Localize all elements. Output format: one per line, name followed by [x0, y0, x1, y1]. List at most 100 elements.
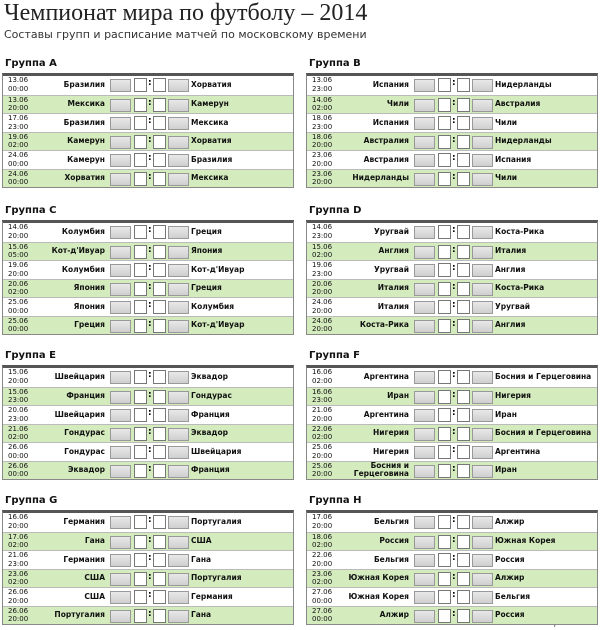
- match-row: 24.06 20:00 Коста-Рика: Англия: [307, 315, 597, 334]
- match-date: 23.06: [8, 569, 29, 578]
- match-time: 00:00: [8, 159, 29, 168]
- match-row: 14.06 23:00 Уругвай: Коста-Рика: [307, 223, 597, 242]
- score-separator: :: [452, 318, 456, 329]
- away-team: Россия: [495, 610, 525, 619]
- away-flag: [472, 172, 493, 186]
- home-team: Япония: [73, 301, 105, 311]
- score-box: [153, 463, 166, 478]
- match-time: 20:00: [312, 559, 333, 568]
- match-date: 14.06: [312, 223, 333, 231]
- away-flag: [168, 591, 189, 604]
- score-box: [438, 608, 451, 623]
- away-team: Бельгия: [495, 591, 531, 601]
- home-flag: [110, 282, 131, 296]
- match-row: 25.06 20:00 Босния и Герцеговина: Иран: [307, 460, 597, 479]
- match-date: 13.06: [8, 76, 29, 84]
- match-date: 21.06: [8, 551, 29, 559]
- score-box: [457, 571, 470, 586]
- home-team: Италия: [377, 301, 409, 311]
- away-team: Швейцария: [191, 446, 242, 456]
- away-team: Камерун: [191, 99, 229, 108]
- home-flag: [110, 98, 131, 112]
- match-time: 20:00: [312, 288, 333, 296]
- score-box: [153, 445, 166, 459]
- home-flag: [414, 98, 435, 112]
- home-flag: [110, 79, 131, 92]
- score-box: [438, 153, 451, 167]
- score-box: [153, 171, 166, 186]
- home-team: Нигерия: [373, 428, 409, 437]
- match-date: 14.06: [312, 95, 333, 104]
- score-box: [134, 97, 147, 112]
- score-box: [457, 408, 470, 422]
- score-box: [457, 534, 470, 549]
- match-row: 25.06 00:00 Греция: Кот-д'Ивуар: [3, 315, 293, 334]
- match-date: 24.06: [8, 169, 29, 178]
- score-separator: :: [452, 590, 456, 600]
- score-separator: :: [452, 97, 456, 108]
- score-separator: :: [452, 389, 456, 400]
- score-separator: :: [148, 153, 152, 163]
- match-datetime: 27.06 00:00: [312, 588, 332, 605]
- away-team: Франция: [191, 409, 230, 419]
- score-box: [438, 590, 451, 604]
- away-team: Бразилия: [191, 154, 233, 164]
- group-table: 16.06 02:00 Аргентина: Босния и Герцеговина…: [306, 365, 598, 480]
- match-date: 20.06: [8, 406, 29, 414]
- match-date: 23.06: [312, 151, 333, 159]
- score-box: [438, 408, 451, 422]
- match-date: 15.06: [8, 368, 29, 376]
- home-flag: [414, 371, 435, 384]
- score-box: [438, 553, 451, 567]
- score-separator: :: [148, 97, 152, 108]
- score-box: [134, 571, 147, 586]
- home-flag: [110, 409, 131, 422]
- score-box: [457, 608, 470, 623]
- match-time: 23:00: [8, 396, 29, 404]
- home-team: Южная Корея: [348, 591, 410, 601]
- away-team: Коста-Рика: [495, 226, 545, 236]
- away-team: Хорватия: [191, 79, 232, 89]
- score-box: [457, 263, 470, 277]
- away-flag: [472, 427, 493, 441]
- match-time: 02:00: [312, 578, 333, 586]
- home-team: Италия: [377, 283, 409, 292]
- score-separator: :: [148, 244, 152, 255]
- score-separator: :: [148, 463, 152, 474]
- match-row: 17.06 02:00 Гана: США: [3, 531, 293, 550]
- match-time: 00:00: [8, 178, 29, 186]
- match-time: 00:00: [8, 470, 29, 478]
- score-separator: :: [148, 534, 152, 545]
- home-flag: [110, 591, 131, 604]
- score-box: [134, 426, 147, 441]
- match-datetime: 19.06 02:00: [8, 133, 28, 150]
- score-separator: :: [452, 78, 456, 88]
- away-flag: [168, 282, 189, 296]
- match-date: 26.06: [8, 461, 29, 470]
- score-box: [153, 370, 166, 384]
- away-flag: [168, 554, 189, 567]
- match-datetime: 24.06 20:00: [312, 298, 332, 315]
- score-box: [153, 263, 166, 277]
- away-flag: [168, 154, 189, 167]
- match-time: 02:00: [8, 433, 29, 441]
- away-flag: [168, 609, 189, 623]
- match-row: 14.06 02:00 Чили: Австралия: [307, 94, 597, 113]
- home-team: Иран: [387, 391, 409, 400]
- score-separator: :: [452, 281, 456, 292]
- score-box: [457, 225, 470, 239]
- match-time: 20:00: [312, 178, 333, 186]
- away-team: Португалия: [191, 573, 242, 582]
- home-flag: [110, 226, 131, 239]
- score-separator: :: [148, 134, 152, 145]
- home-flag: [110, 172, 131, 186]
- home-team: Австралия: [363, 136, 409, 145]
- away-flag: [168, 427, 189, 441]
- away-flag: [472, 535, 493, 549]
- score-separator: :: [148, 571, 152, 582]
- away-team: Мексика: [191, 117, 229, 127]
- score-box: [153, 534, 166, 549]
- match-datetime: 25.06 20:00: [312, 443, 332, 460]
- match-time: 00:00: [312, 596, 333, 605]
- match-date: 22.06: [312, 551, 333, 559]
